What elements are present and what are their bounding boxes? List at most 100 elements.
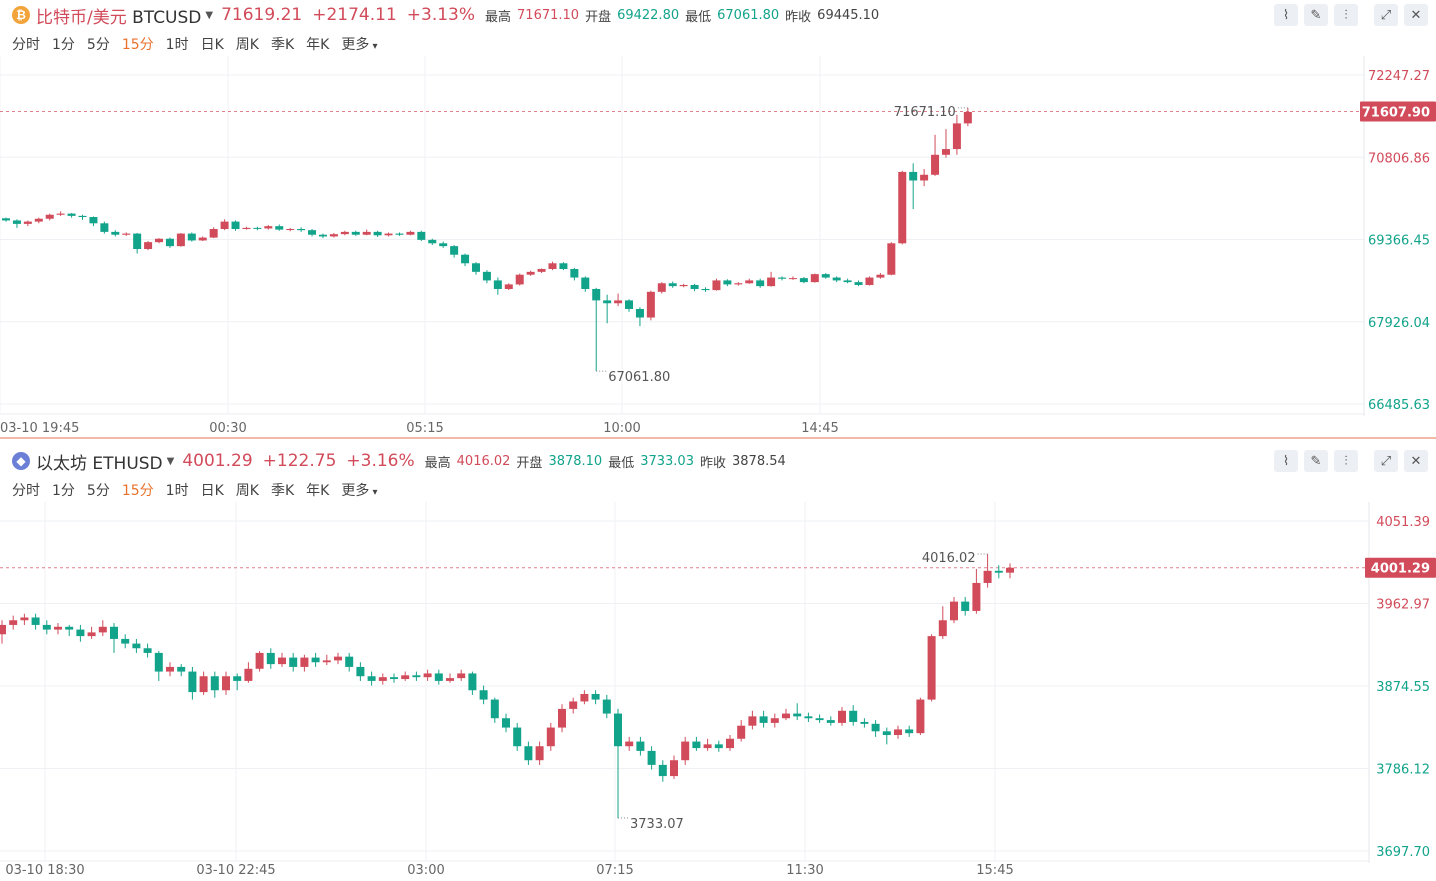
tf-1h[interactable]: 1时: [165, 483, 189, 499]
candle: [931, 134, 940, 176]
candle-body: [255, 652, 264, 669]
tf-day[interactable]: 日K: [200, 483, 224, 499]
candle: [220, 219, 229, 231]
draw-line-icon[interactable]: ⌇: [1274, 4, 1298, 26]
candle: [300, 654, 309, 672]
tf-year[interactable]: 年K: [306, 37, 330, 53]
tf-quarter[interactable]: 季K: [270, 483, 295, 499]
candle-body: [177, 666, 186, 672]
candle: [42, 620, 51, 635]
indicator-icon[interactable]: ⫶: [1334, 450, 1358, 472]
tf-15m[interactable]: 15分: [121, 483, 154, 499]
tf-1m[interactable]: 1分: [52, 483, 75, 499]
candle-body: [712, 280, 721, 291]
eth-panel: ◆ 以太坊 ETHUSD ▼ 4001.29 +122.75 +3.16% 最高…: [0, 446, 1436, 881]
candle: [412, 671, 421, 681]
candle: [559, 262, 568, 271]
candle-body: [927, 636, 936, 700]
candle-body: [89, 217, 98, 224]
candle-body: [42, 624, 51, 630]
candle: [401, 671, 410, 681]
tf-more-dropdown[interactable]: 更多: [341, 480, 377, 500]
candle-body: [580, 693, 589, 702]
pen-icon[interactable]: ✎: [1304, 4, 1328, 26]
tf-day[interactable]: 日K: [200, 37, 224, 53]
candle: [457, 669, 466, 681]
candle-body: [233, 676, 242, 681]
tf-week[interactable]: 周K: [235, 37, 259, 53]
fullscreen-icon[interactable]: ⤢: [1374, 450, 1398, 472]
candle-body: [759, 716, 768, 723]
candle: [723, 279, 732, 287]
tf-quarter[interactable]: 季K: [270, 37, 295, 53]
tf-week[interactable]: 周K: [235, 483, 259, 499]
x-tick-label: 03-10 22:45: [196, 863, 275, 878]
symbol-dropdown-chevron-down-icon[interactable]: ▼: [166, 455, 175, 467]
candle: [199, 671, 208, 695]
high-value: 4016.02: [456, 453, 511, 469]
current-price-tag-label: 71607.90: [1362, 106, 1430, 121]
candle-body: [187, 233, 196, 241]
tf-more-dropdown[interactable]: 更多: [341, 34, 377, 54]
candle: [972, 568, 981, 614]
candle: [468, 671, 477, 695]
candle: [34, 217, 43, 224]
tf-year[interactable]: 年K: [306, 483, 330, 499]
candle-body: [767, 277, 776, 287]
tf-fenshi[interactable]: 分时: [12, 37, 40, 53]
candle-body: [658, 764, 667, 777]
symbol-title[interactable]: 比特币/美元 BTCUSD: [36, 7, 202, 28]
price-change-pct: +3.16%: [346, 451, 415, 471]
candle: [417, 230, 426, 242]
candle-body: [799, 278, 808, 283]
tf-1m[interactable]: 1分: [52, 37, 75, 53]
symbol-dropdown-chevron-down-icon[interactable]: ▼: [205, 9, 214, 21]
candle: [278, 652, 286, 667]
eth-header: ◆ 以太坊 ETHUSD ▼ 4001.29 +122.75 +3.16% 最高…: [0, 446, 1436, 476]
candle: [177, 664, 186, 677]
prev-close-value: 3878.54: [732, 453, 786, 469]
symbol-title[interactable]: 以太坊 ETHUSD: [36, 453, 163, 474]
candle-body: [412, 675, 421, 678]
candle: [515, 273, 524, 286]
candle: [983, 554, 992, 588]
tf-fenshi[interactable]: 分时: [12, 483, 40, 499]
chart-toolbar: ⌇ ✎ ⫶ ⤢ ✕: [1268, 4, 1428, 26]
panel-divider[interactable]: [0, 437, 1436, 439]
y-tick-label: 3697.70: [1376, 845, 1430, 860]
candle: [690, 283, 699, 292]
candle: [535, 741, 544, 765]
candle: [905, 725, 914, 737]
tf-1h[interactable]: 1时: [165, 37, 189, 53]
candle-body: [983, 570, 992, 583]
candle-body: [471, 263, 480, 272]
candle: [439, 241, 448, 248]
candle-body: [546, 727, 555, 747]
candle: [668, 281, 677, 288]
candle: [56, 211, 65, 216]
candle-body: [894, 729, 902, 736]
tf-5m[interactable]: 5分: [86, 37, 110, 53]
candle: [546, 722, 555, 751]
tf-5m[interactable]: 5分: [86, 483, 110, 499]
candle: [188, 666, 197, 700]
candle-body: [788, 278, 797, 280]
eth-candlestick-chart[interactable]: 4051.39 3962.97 3874.55 3786.12 3697.70 03-10…: [0, 502, 1436, 881]
tf-15m[interactable]: 15分: [121, 37, 154, 53]
btc-candlestick-chart[interactable]: 72247.27 70806.86 69366.45 67926.04 66485.63…: [0, 56, 1436, 440]
candle: [821, 272, 830, 279]
indicator-icon[interactable]: ⫶: [1334, 4, 1358, 26]
close-icon[interactable]: ✕: [1404, 450, 1428, 472]
x-tick-label: 07:15: [596, 863, 633, 878]
pen-icon[interactable]: ✎: [1304, 450, 1328, 472]
candle: [580, 690, 589, 705]
candle: [166, 662, 174, 677]
draw-line-icon[interactable]: ⌇: [1274, 450, 1298, 472]
close-icon[interactable]: ✕: [1404, 4, 1428, 26]
candle-body: [111, 231, 120, 235]
candle-body: [570, 268, 579, 278]
candle: [165, 237, 174, 248]
candle-body: [843, 280, 852, 283]
fullscreen-icon[interactable]: ⤢: [1374, 4, 1398, 26]
candle: [9, 615, 18, 630]
